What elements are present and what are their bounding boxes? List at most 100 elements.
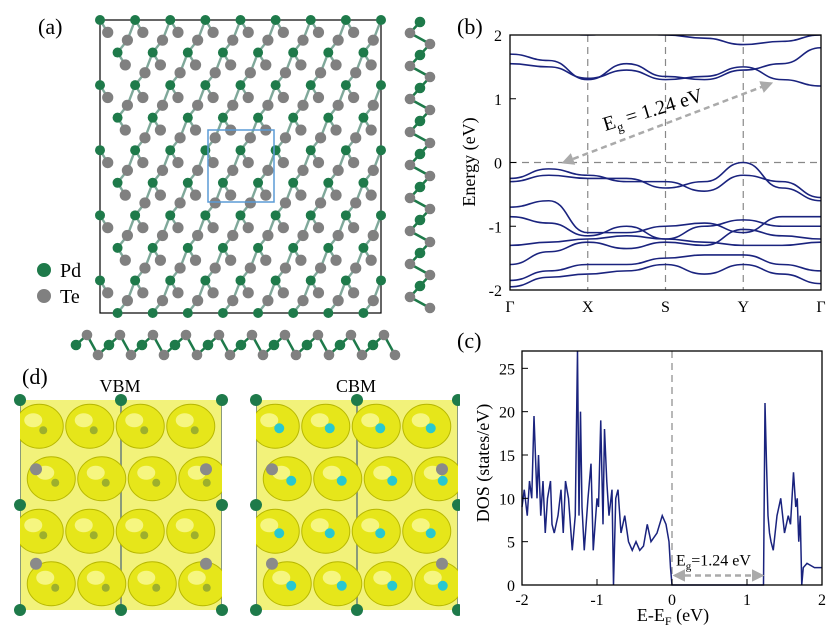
te-atom (102, 91, 114, 104)
kpoint-label: Y (737, 299, 749, 316)
pd-atom (200, 145, 211, 156)
legend-pd-label: Pd (60, 260, 81, 282)
te-atom (172, 26, 184, 38)
pd-atom (70, 339, 82, 351)
pd-atom (288, 308, 299, 318)
isosurface-inner-spot (89, 531, 98, 540)
te-atom (404, 258, 416, 270)
te-atom (404, 291, 416, 303)
pd-atom (253, 177, 264, 188)
isosurface-highlight (373, 465, 392, 480)
isosurface-inner-spot (152, 478, 161, 487)
te-atom (154, 124, 167, 136)
isosurface-highlight (175, 413, 194, 428)
isosurface-inner-spot (336, 475, 347, 486)
te-atom (297, 34, 309, 46)
te-atom (266, 463, 278, 476)
te-atom (424, 203, 436, 215)
pd-atom (376, 15, 386, 25)
te-atom (262, 229, 274, 242)
te-atom (295, 189, 307, 201)
te-atom (295, 124, 307, 136)
pd-atom (165, 275, 176, 286)
te-atom (266, 557, 278, 570)
te-atom (154, 59, 167, 71)
te-atom (277, 222, 289, 234)
pd-atom (136, 339, 148, 351)
te-atom (242, 26, 254, 38)
isosurface-inner-spot (152, 583, 161, 592)
pd-atom (288, 112, 299, 123)
pd-atom (182, 112, 193, 123)
panel-d: (d) VBM CBM (0, 350, 464, 630)
legend: Pd Te (37, 260, 81, 308)
te-atom (225, 254, 237, 266)
te-atom (323, 349, 335, 361)
pd-atom (305, 275, 316, 286)
te-atom (207, 26, 219, 38)
te-atom (174, 67, 186, 79)
pd-atom (340, 15, 351, 25)
pd-atom (340, 275, 351, 286)
pd-atom (147, 308, 158, 318)
pd-atom (358, 308, 369, 318)
te-atom (227, 34, 239, 46)
band-v7 (510, 254, 821, 282)
te-atom (81, 329, 93, 341)
pd-atom (414, 148, 426, 160)
te-atom (367, 229, 379, 242)
isosurface-inner-spot (437, 475, 448, 486)
lattice-top-view (95, 15, 386, 318)
pd-atom (112, 47, 123, 58)
isosurface-lobe (77, 456, 127, 502)
pd-atom (358, 112, 369, 123)
dos-x-tick-label: 0 (668, 592, 676, 609)
te-atom (348, 156, 360, 169)
te-atom (312, 91, 325, 104)
isosurface-inner-spot (387, 580, 398, 591)
pd-atom (235, 339, 247, 351)
te-atom (314, 132, 327, 144)
pd-atom (253, 308, 264, 318)
te-atom (192, 295, 204, 307)
te-atom (367, 295, 379, 307)
te-atom (154, 254, 167, 266)
pd-atom (130, 275, 141, 286)
te-atom (297, 295, 309, 307)
te-atom (224, 349, 236, 361)
isosurface-lobe (166, 403, 216, 449)
dos-x-tick-label: 2 (818, 592, 826, 609)
te-atom (119, 124, 131, 136)
isosurface-highlight (361, 518, 380, 533)
te-atom (348, 222, 360, 234)
te-atom (225, 59, 237, 71)
dos-y-tick-label: 20 (499, 405, 515, 422)
pd-atom (367, 339, 379, 351)
pd-atom (351, 394, 363, 406)
isosurface-lobe (127, 456, 177, 502)
pd-atom (305, 80, 316, 91)
te-atom (365, 59, 377, 71)
te-atom (424, 170, 436, 182)
pd-atom (14, 604, 26, 616)
band-c2 (510, 62, 821, 87)
te-atom (114, 329, 126, 341)
pd-atom (202, 339, 214, 351)
te-atom (139, 262, 151, 274)
te-atom (137, 26, 149, 38)
vbm-isosurface (14, 394, 228, 616)
band-v6 (510, 228, 821, 266)
isosurface-lobe (26, 456, 76, 502)
te-atom (137, 222, 149, 234)
isosurface-inner-spot (140, 426, 149, 435)
pd-atom (235, 275, 246, 286)
te-atom (119, 254, 131, 266)
te-atom (260, 59, 272, 71)
pd-atom (165, 145, 176, 156)
dos-y-tick-label: 0 (507, 578, 515, 595)
isosurface-highlight (272, 570, 291, 585)
te-atom (154, 189, 167, 201)
pd-atom (358, 177, 369, 188)
te-atom (189, 189, 202, 201)
isosurface-inner-spot (101, 583, 110, 592)
